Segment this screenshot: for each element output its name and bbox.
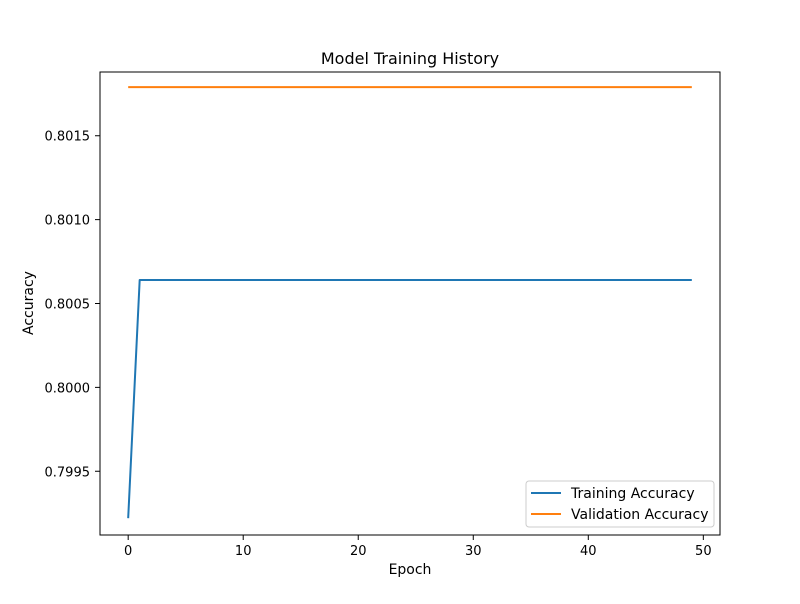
legend-frame	[525, 480, 715, 528]
legend: Training Accuracy Validation Accuracy	[525, 480, 715, 528]
y-axis-ticks: 0.7995 0.8000 0.8005 0.8010 0.8015	[45, 130, 100, 480]
legend-label-validation-accuracy: Validation Accuracy	[571, 507, 709, 523]
series-layer	[127, 86, 692, 519]
y-tick-label: 0.8000	[45, 381, 91, 396]
y-tick-label: 0.8015	[45, 130, 91, 145]
x-tick-label: 50	[695, 544, 712, 559]
x-tick-label: 0	[124, 544, 132, 559]
x-tick-label: 20	[350, 544, 367, 559]
y-tick-label: 0.8010	[45, 214, 91, 229]
training-accuracy-line	[127, 279, 692, 519]
x-tick-label: 30	[465, 544, 482, 559]
x-tick-label: 40	[580, 544, 597, 559]
y-axis-label: Accuracy	[21, 271, 37, 335]
x-axis-label: Epoch	[389, 562, 432, 578]
plot-area-frame	[99, 71, 721, 536]
chart-title: Model Training History	[321, 49, 499, 68]
y-tick-label: 0.8005	[45, 298, 91, 313]
x-axis-ticks: 0 10 20 30 40 50	[124, 535, 712, 559]
legend-label-training-accuracy: Training Accuracy	[570, 486, 695, 502]
x-tick-label: 10	[235, 544, 252, 559]
y-tick-label: 0.7995	[45, 465, 91, 480]
